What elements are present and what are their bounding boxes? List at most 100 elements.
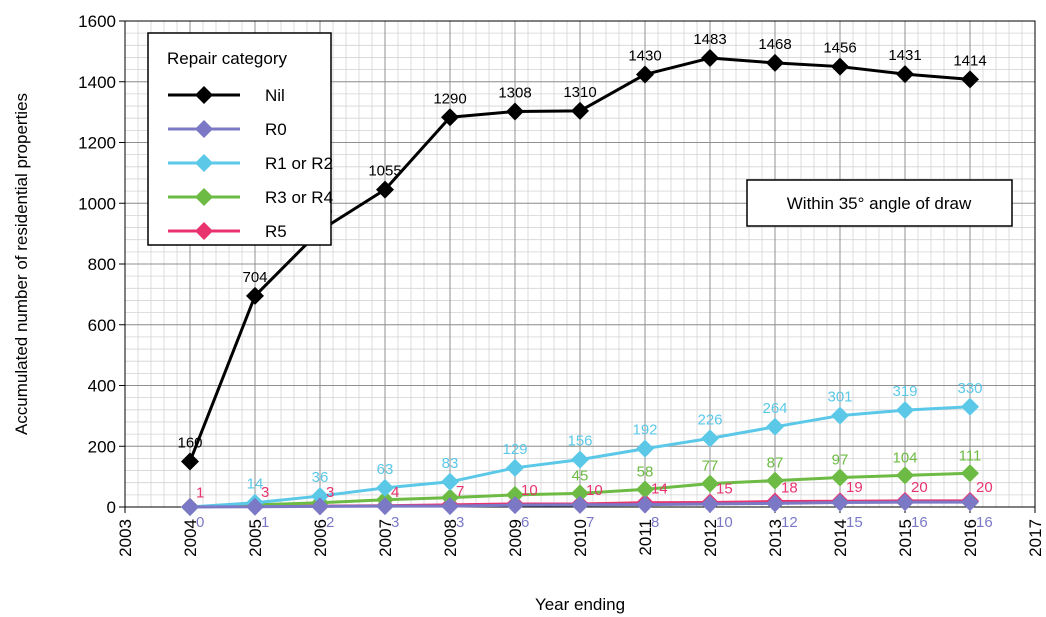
data-label: 1055 <box>368 163 401 180</box>
data-label: 1414 <box>953 52 986 69</box>
data-point <box>701 49 719 68</box>
y-tick-label: 1600 <box>78 12 116 31</box>
data-point <box>441 108 459 127</box>
data-point <box>896 493 914 512</box>
data-point <box>896 65 914 84</box>
data-label: 0 <box>196 514 204 531</box>
data-point <box>571 484 589 503</box>
y-axis-title: Accumulated number of residential proper… <box>12 93 31 435</box>
data-label: 3 <box>456 514 464 531</box>
legend-label: R0 <box>265 120 287 139</box>
data-point <box>766 494 784 513</box>
x-tick-label: 2017 <box>1026 519 1045 557</box>
x-tick-label: 2004 <box>181 519 200 557</box>
data-label: 15 <box>846 514 863 531</box>
legend-label: Nil <box>265 86 285 105</box>
data-point <box>311 497 329 516</box>
data-label: 3 <box>326 484 334 501</box>
data-point <box>896 401 914 420</box>
data-label: 14 <box>247 476 264 493</box>
data-label: 16 <box>911 514 928 531</box>
data-point <box>181 498 199 516</box>
data-label: 63 <box>377 461 394 478</box>
data-point <box>961 397 979 416</box>
x-tick-label: 2012 <box>701 519 720 557</box>
data-label: 319 <box>892 383 917 400</box>
data-point <box>246 497 264 516</box>
data-point <box>506 458 524 477</box>
data-point <box>831 57 849 76</box>
data-point <box>766 417 784 436</box>
data-point <box>571 101 589 120</box>
data-point <box>896 466 914 485</box>
x-tick-label: 2010 <box>571 519 590 557</box>
y-tick-label: 200 <box>88 437 116 456</box>
data-label: 3 <box>391 514 399 531</box>
data-point <box>571 495 589 514</box>
data-label: 2 <box>326 514 334 531</box>
data-label: 19 <box>846 479 863 496</box>
y-tick-label: 800 <box>88 255 116 274</box>
data-point <box>831 468 849 487</box>
data-label: 1431 <box>888 47 921 64</box>
data-label: 87 <box>767 455 784 472</box>
data-point <box>376 478 394 497</box>
annotation-box: Within 35° angle of draw <box>746 179 1013 227</box>
data-point <box>441 497 459 516</box>
y-tick-label: 600 <box>88 316 116 335</box>
x-axis-title: Year ending <box>535 595 625 614</box>
data-label: 104 <box>892 449 917 466</box>
x-axis-ticks: 2003 2004 2005 2006 2007 2008 2009 2010 2011 2012… <box>116 507 1045 557</box>
legend-label: R5 <box>265 222 287 241</box>
data-point <box>376 497 394 516</box>
data-point <box>506 496 524 515</box>
data-point <box>766 471 784 490</box>
data-point <box>961 464 979 483</box>
data-label: 1 <box>196 485 204 502</box>
data-label: 1 <box>261 514 269 531</box>
data-label: 10 <box>521 482 538 499</box>
data-label: 1310 <box>563 84 596 101</box>
data-point <box>701 494 719 513</box>
data-label: 226 <box>697 411 722 428</box>
data-point <box>506 485 524 504</box>
data-point <box>636 439 654 458</box>
x-tick-label: 2007 <box>376 519 395 557</box>
y-tick-label: 1400 <box>78 73 116 92</box>
x-tick-label: 2015 <box>896 519 915 557</box>
data-label: 1456 <box>823 40 856 57</box>
data-point <box>571 450 589 469</box>
data-label: 3 <box>261 484 269 501</box>
data-point <box>831 406 849 425</box>
data-label: 192 <box>632 422 657 439</box>
data-label: 264 <box>762 400 787 417</box>
data-label: 12 <box>781 514 798 531</box>
annotation-frame <box>746 179 1013 227</box>
data-point <box>636 65 654 84</box>
data-label: 10 <box>586 482 603 499</box>
data-label: 77 <box>702 458 719 475</box>
data-point <box>636 495 654 514</box>
data-point <box>701 474 719 493</box>
data-point <box>961 493 979 512</box>
data-label: 8 <box>651 514 659 531</box>
y-tick-label: 1200 <box>78 134 116 153</box>
legend-label: R3 or R4 <box>265 188 333 207</box>
x-tick-label: 2008 <box>441 519 460 557</box>
legend-marker <box>195 222 213 240</box>
x-tick-label: 2011 <box>636 519 655 556</box>
legend-marker <box>195 188 213 206</box>
data-label: 160 <box>177 434 202 451</box>
data-label: 1308 <box>498 85 531 102</box>
data-label: 4 <box>391 484 399 501</box>
data-label: 111 <box>959 447 982 464</box>
data-label: 330 <box>957 380 982 397</box>
data-point <box>701 429 719 448</box>
data-label: 129 <box>502 441 527 458</box>
data-label: 704 <box>242 269 267 286</box>
legend-marker <box>195 86 213 104</box>
data-point <box>636 480 654 499</box>
legend: Repair category Nil R0 R1 or R2 R3 or R4 R5 <box>147 32 333 246</box>
legend-box <box>147 32 332 246</box>
data-label: 15 <box>716 480 733 497</box>
